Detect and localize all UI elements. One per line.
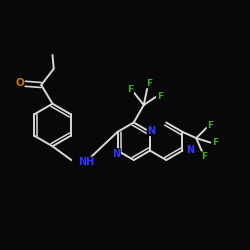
Text: F: F bbox=[157, 92, 163, 101]
Text: N: N bbox=[186, 145, 194, 155]
Text: F: F bbox=[201, 152, 207, 161]
Text: F: F bbox=[212, 138, 218, 147]
Text: NH: NH bbox=[78, 157, 94, 167]
Text: F: F bbox=[127, 86, 133, 94]
Text: N: N bbox=[147, 126, 155, 136]
Text: N: N bbox=[112, 148, 120, 159]
Text: F: F bbox=[146, 79, 152, 88]
Text: F: F bbox=[207, 121, 213, 130]
Text: O: O bbox=[15, 78, 24, 88]
